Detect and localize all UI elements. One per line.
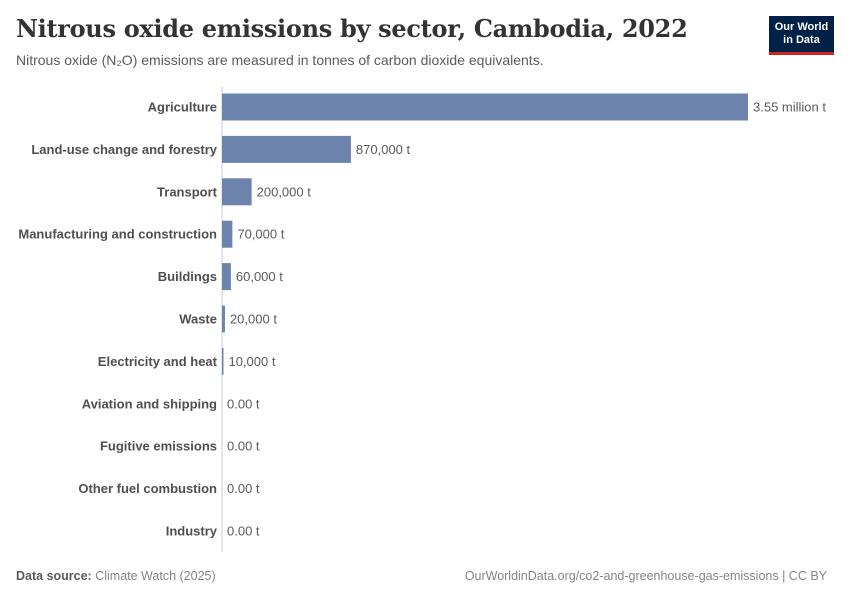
owid-logo[interactable]: Our World in Data bbox=[769, 16, 834, 55]
category-label: Electricity and heat bbox=[98, 354, 218, 369]
category-label: Manufacturing and construction bbox=[18, 227, 217, 242]
bar[interactable] bbox=[222, 347, 224, 375]
category-label: Fugitive emissions bbox=[100, 439, 217, 454]
category-label: Transport bbox=[157, 184, 218, 199]
value-label: 0.00 t bbox=[227, 481, 260, 496]
category-label: Land-use change and forestry bbox=[31, 142, 217, 157]
data-source-value: Climate Watch (2025) bbox=[95, 569, 216, 583]
category-label: Agriculture bbox=[148, 100, 217, 115]
bar[interactable] bbox=[222, 93, 748, 121]
category-label: Waste bbox=[179, 312, 217, 327]
chart-title: Nitrous oxide emissions by sector, Cambo… bbox=[16, 14, 688, 43]
chart-subtitle: Nitrous oxide (N₂O) emissions are measur… bbox=[16, 52, 544, 68]
category-label: Other fuel combustion bbox=[78, 481, 217, 496]
value-label: 3.55 million t bbox=[753, 100, 826, 115]
bar[interactable] bbox=[222, 178, 252, 206]
logo-line-2: in Data bbox=[783, 34, 820, 46]
bar[interactable] bbox=[222, 305, 225, 333]
source-link[interactable]: OurWorldinData.org/co2-and-greenhouse-ga… bbox=[464, 569, 827, 583]
bar-chart: Agriculture 3.55 million t Land-use change… bbox=[18, 87, 826, 552]
value-label: 20,000 t bbox=[230, 312, 277, 327]
bar[interactable] bbox=[222, 220, 233, 248]
data-source-label: Data source: bbox=[16, 569, 92, 583]
value-label: 70,000 t bbox=[237, 227, 284, 242]
category-label: Buildings bbox=[158, 269, 217, 284]
value-label: 10,000 t bbox=[228, 354, 275, 369]
bar[interactable] bbox=[222, 135, 351, 163]
bar[interactable] bbox=[222, 263, 231, 291]
data-source: Data source: Climate Watch (2025) bbox=[16, 569, 216, 583]
value-label: 60,000 t bbox=[236, 269, 283, 284]
category-label: Industry bbox=[166, 524, 218, 539]
value-label: 0.00 t bbox=[227, 396, 260, 411]
value-label: 0.00 t bbox=[227, 439, 260, 454]
value-label: 200,000 t bbox=[257, 184, 312, 199]
logo-line-1: Our World bbox=[774, 21, 829, 33]
value-label: 870,000 t bbox=[356, 142, 411, 157]
value-label: 0.00 t bbox=[227, 524, 260, 539]
category-label: Aviation and shipping bbox=[82, 396, 217, 411]
